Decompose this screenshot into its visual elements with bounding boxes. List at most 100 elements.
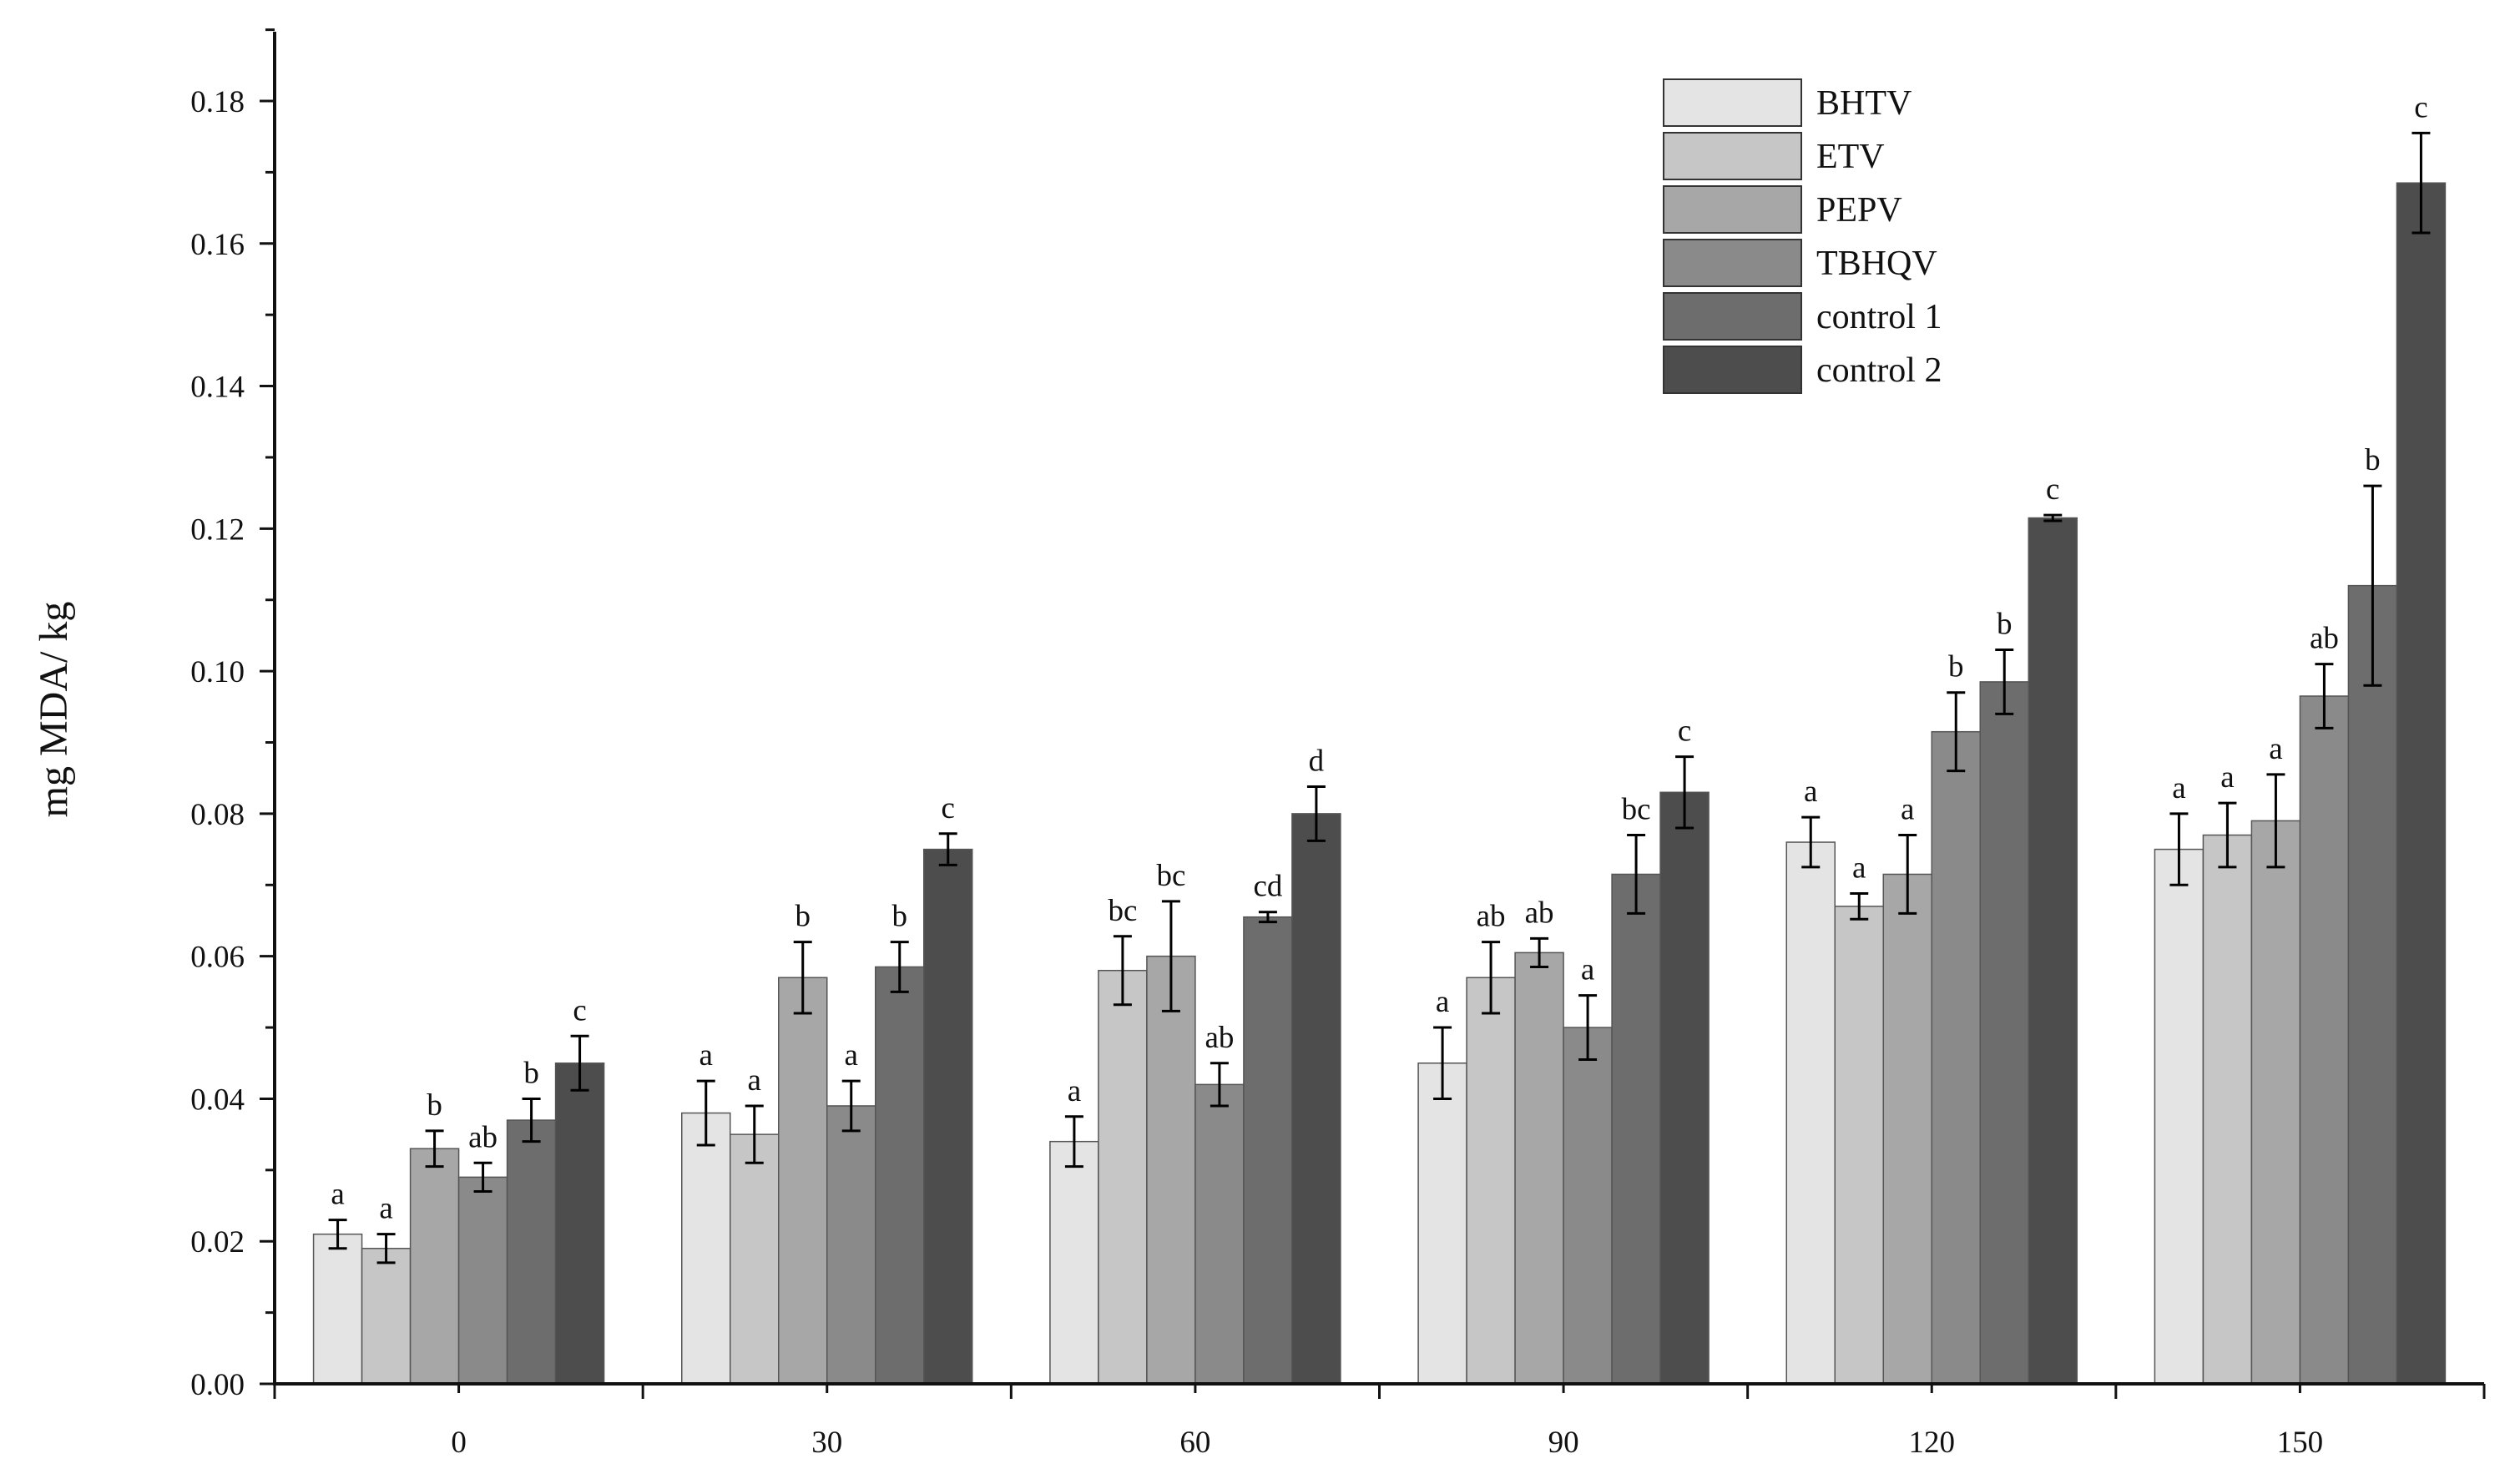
legend: BHTV ETV PEPV TBHQV control 1 control 2 (1663, 78, 1942, 394)
bar (506, 1119, 557, 1385)
significance-label: c (1678, 714, 1691, 749)
legend-label: control 2 (1816, 351, 1942, 390)
significance-label: c (2414, 90, 2427, 124)
bar (361, 1248, 412, 1385)
significance-label: a (2172, 771, 2185, 805)
legend-swatch (1663, 292, 1802, 341)
x-tick-label: 120 (1909, 1426, 1956, 1460)
legend-label: TBHQV (1816, 245, 1937, 283)
significance-label: b (523, 1056, 539, 1090)
significance-label: a (1581, 953, 1594, 987)
x-tick-label: 30 (811, 1426, 842, 1460)
bar (1049, 1140, 1099, 1385)
bar (1466, 977, 1516, 1385)
bar (1514, 951, 1564, 1385)
significance-label: a (2269, 732, 2282, 766)
significance-label: cd (1253, 870, 1282, 904)
bar (875, 966, 925, 1385)
significance-label: a (1901, 793, 1914, 827)
significance-label: b (427, 1088, 442, 1123)
significance-label: a (1436, 985, 1449, 1019)
x-tick-label: 0 (451, 1426, 467, 1460)
legend-swatch (1663, 78, 1802, 127)
bar (554, 1063, 605, 1385)
significance-label: d (1309, 744, 1325, 778)
x-tick-label: 90 (1548, 1426, 1579, 1460)
legend-label: ETV (1816, 138, 1885, 176)
error-bars-layer (328, 131, 2431, 1264)
bar (1291, 813, 1341, 1385)
bar (1243, 916, 1293, 1385)
significance-label: c (573, 993, 586, 1027)
significance-label: bc (1108, 894, 1137, 928)
bar (2154, 848, 2205, 1385)
significance-label: ab (468, 1120, 497, 1154)
bar (2347, 584, 2398, 1385)
bar (826, 1105, 876, 1385)
significance-label: a (331, 1178, 344, 1212)
significance-label: a (1068, 1074, 1081, 1108)
legend-swatch (1663, 185, 1802, 234)
significance-label: b (795, 900, 811, 934)
y-tick-label: 0.04 (190, 1083, 245, 1117)
y-tick-label: 0.08 (190, 798, 245, 832)
significance-label: a (2220, 760, 2234, 795)
y-tick-label: 0.10 (190, 655, 245, 689)
significance-label: b (892, 900, 908, 934)
significance-label: a (1804, 775, 1817, 809)
bar (1785, 841, 1836, 1385)
bar (923, 848, 973, 1385)
legend-swatch (1663, 239, 1802, 287)
significance-label: a (748, 1063, 761, 1098)
bar (2202, 834, 2253, 1385)
bar (1659, 791, 1710, 1385)
significance-label: bc (1622, 793, 1651, 827)
y-tick-label: 0.18 (190, 85, 245, 119)
y-tick-label: 0.12 (190, 512, 245, 547)
significance-label: ab (1477, 900, 1506, 934)
legend-label: control 1 (1816, 298, 1942, 336)
significance-label: bc (1156, 859, 1185, 893)
bar (1979, 681, 2029, 1385)
significance-label: c (942, 791, 955, 825)
bar (312, 1233, 363, 1385)
legend-label: BHTV (1816, 84, 1912, 123)
bar (730, 1133, 780, 1385)
bar (1194, 1083, 1245, 1385)
bar (1098, 969, 1148, 1385)
bar (1146, 955, 1196, 1385)
x-tick-label: 150 (2277, 1426, 2324, 1460)
bar (1882, 873, 1932, 1385)
y-tick-label: 0.14 (190, 371, 245, 405)
x-tick-label: 60 (1179, 1426, 1210, 1460)
bar (409, 1148, 460, 1385)
significance-label: a (379, 1192, 392, 1226)
significance-label: ab (2310, 622, 2339, 656)
y-tick-label: 0.06 (190, 941, 245, 975)
x-ticks-layer: 0 30 60 90 120 150 (273, 1384, 2486, 1460)
significance-label: b (1948, 650, 1964, 684)
bar (1563, 1027, 1613, 1385)
bar (2028, 517, 2078, 1385)
axes-layer (273, 32, 2484, 1386)
significance-label: a (699, 1038, 713, 1073)
bar (457, 1176, 508, 1385)
y-axis-title: mg MDA/ kg (32, 602, 76, 818)
significance-label: c (2046, 472, 2059, 507)
y-tick-label: 0.00 (190, 1368, 245, 1402)
bar (2299, 695, 2350, 1385)
bar (778, 977, 828, 1385)
y-ticks-layer: 0.00 0.02 0.04 0.06 0.08 0.10 0.12 0.14 0.16 0.18 (190, 28, 275, 1402)
y-tick-label: 0.16 (190, 228, 245, 262)
y-tick-label: 0.02 (190, 1225, 245, 1259)
legend-swatch (1663, 132, 1802, 180)
bar (2250, 820, 2301, 1385)
legend-label: PEPV (1816, 191, 1902, 230)
bar (1417, 1063, 1467, 1385)
bar (2396, 182, 2447, 1385)
significance-label: a (1852, 851, 1866, 886)
bar (1931, 730, 1981, 1385)
bar (681, 1112, 731, 1385)
